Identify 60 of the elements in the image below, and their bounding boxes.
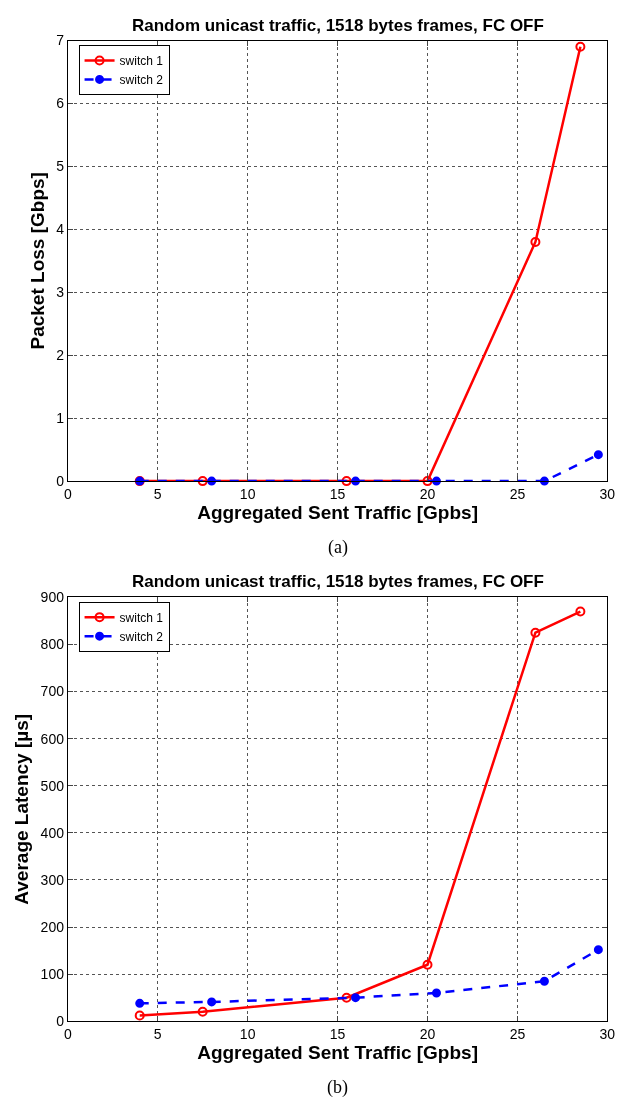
x-axis-title: Aggregated Sent Traffic [Gpbs] xyxy=(197,501,478,523)
y-tick-label: 3 xyxy=(56,284,65,301)
x-tick-label: 10 xyxy=(239,485,256,502)
y-tick-label: 900 xyxy=(40,589,65,606)
point xyxy=(351,993,361,1003)
point xyxy=(341,992,352,1003)
x-tick-label: 20 xyxy=(419,1026,436,1043)
x-tick-label: 30 xyxy=(599,485,616,502)
y-tick-label: 200 xyxy=(40,918,65,935)
point xyxy=(134,1010,145,1021)
y-tick-label: 2 xyxy=(56,347,65,364)
y-tick-label: 0 xyxy=(56,473,65,489)
y-tick-label: 300 xyxy=(40,871,65,888)
point xyxy=(530,236,541,247)
x-tick-label: 30 xyxy=(599,1026,616,1043)
chart-title: Random unicast traffic, 1518 bytes frames, FC OFF xyxy=(132,572,544,591)
x-tick-label: 25 xyxy=(509,1026,526,1043)
x-axis-title: Aggregated Sent Traffic [Gpbs] xyxy=(197,1042,478,1064)
y-tick-label: 400 xyxy=(40,824,65,841)
point xyxy=(593,945,603,955)
y-tick-label: 6 xyxy=(56,95,65,112)
point xyxy=(431,988,441,998)
point xyxy=(530,627,541,638)
point xyxy=(135,998,145,1008)
x-tick-label: 10 xyxy=(239,1026,256,1043)
point xyxy=(197,476,208,487)
point xyxy=(341,476,352,487)
y-tick-label: 4 xyxy=(56,221,65,238)
point xyxy=(422,476,433,487)
point xyxy=(539,976,549,986)
y-tick-label: 7 xyxy=(56,32,65,49)
y-tick-label: 100 xyxy=(40,966,65,983)
x-tick-label: 20 xyxy=(419,485,436,502)
y-tick-label: 1 xyxy=(56,410,65,427)
point xyxy=(575,41,586,52)
y-tick-label: 700 xyxy=(40,683,65,700)
point xyxy=(422,959,433,970)
text: (a) xyxy=(328,537,348,558)
point xyxy=(197,1006,208,1017)
legend-label: switch 1 xyxy=(119,54,164,69)
legend-label: switch 2 xyxy=(119,73,164,88)
y-axis-title: Packet Loss [Gbps] xyxy=(27,172,49,350)
legend-label: switch 1 xyxy=(119,610,164,625)
x-tick-label: 25 xyxy=(509,485,526,502)
y-tick-label: 800 xyxy=(40,636,65,653)
point xyxy=(207,997,217,1007)
x-tick-label: 15 xyxy=(329,485,346,502)
y-tick-label: 600 xyxy=(40,730,65,747)
x-tick-label: 15 xyxy=(329,1026,346,1043)
y-tick-label: 5 xyxy=(56,158,65,175)
chart-title: Random unicast traffic, 1518 bytes frames, FC OFF xyxy=(132,16,544,35)
y-tick-label: 0 xyxy=(56,1013,65,1030)
y-axis-title: Average Latency [µs] xyxy=(11,713,33,905)
y-tick-label: 500 xyxy=(40,777,65,794)
text: (b) xyxy=(327,1077,348,1098)
x-tick-label: 5 xyxy=(153,1026,162,1043)
x-tick-label: 5 xyxy=(153,485,162,502)
point xyxy=(593,450,603,460)
point xyxy=(575,606,586,617)
legend-label: switch 2 xyxy=(119,629,164,644)
